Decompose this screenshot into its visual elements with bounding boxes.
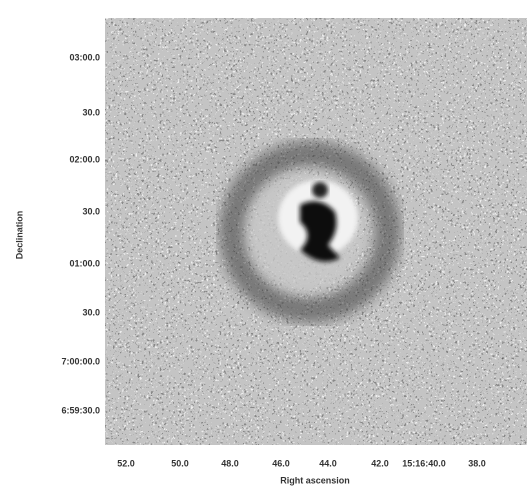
sky-image [105,18,527,445]
x-tick-label: 46.0 [272,458,290,468]
y-tick-label: 30.0 [82,307,100,317]
x-tick-label: 48.0 [221,458,239,468]
x-tick-label: 42.0 [371,458,389,468]
x-axis-label: Right ascension [280,475,350,485]
y-axis-label: Declination [14,211,24,260]
y-tick-label: 01:00.0 [69,258,100,268]
y-tick-label: 30.0 [82,206,100,216]
y-tick-label: 6:59:30.0 [61,405,100,415]
x-tick-label: 52.0 [117,458,135,468]
x-tick-label: 15:16:40.0 [402,458,446,468]
x-tick-label: 44.0 [319,458,337,468]
x-tick-label: 50.0 [171,458,189,468]
y-tick-label: 30.0 [82,107,100,117]
y-tick-label: 03:00.0 [69,52,100,62]
x-tick-label: 38.0 [468,458,486,468]
y-tick-label: 02:00.0 [69,154,100,164]
y-tick-label: 7:00:00.0 [61,356,100,366]
